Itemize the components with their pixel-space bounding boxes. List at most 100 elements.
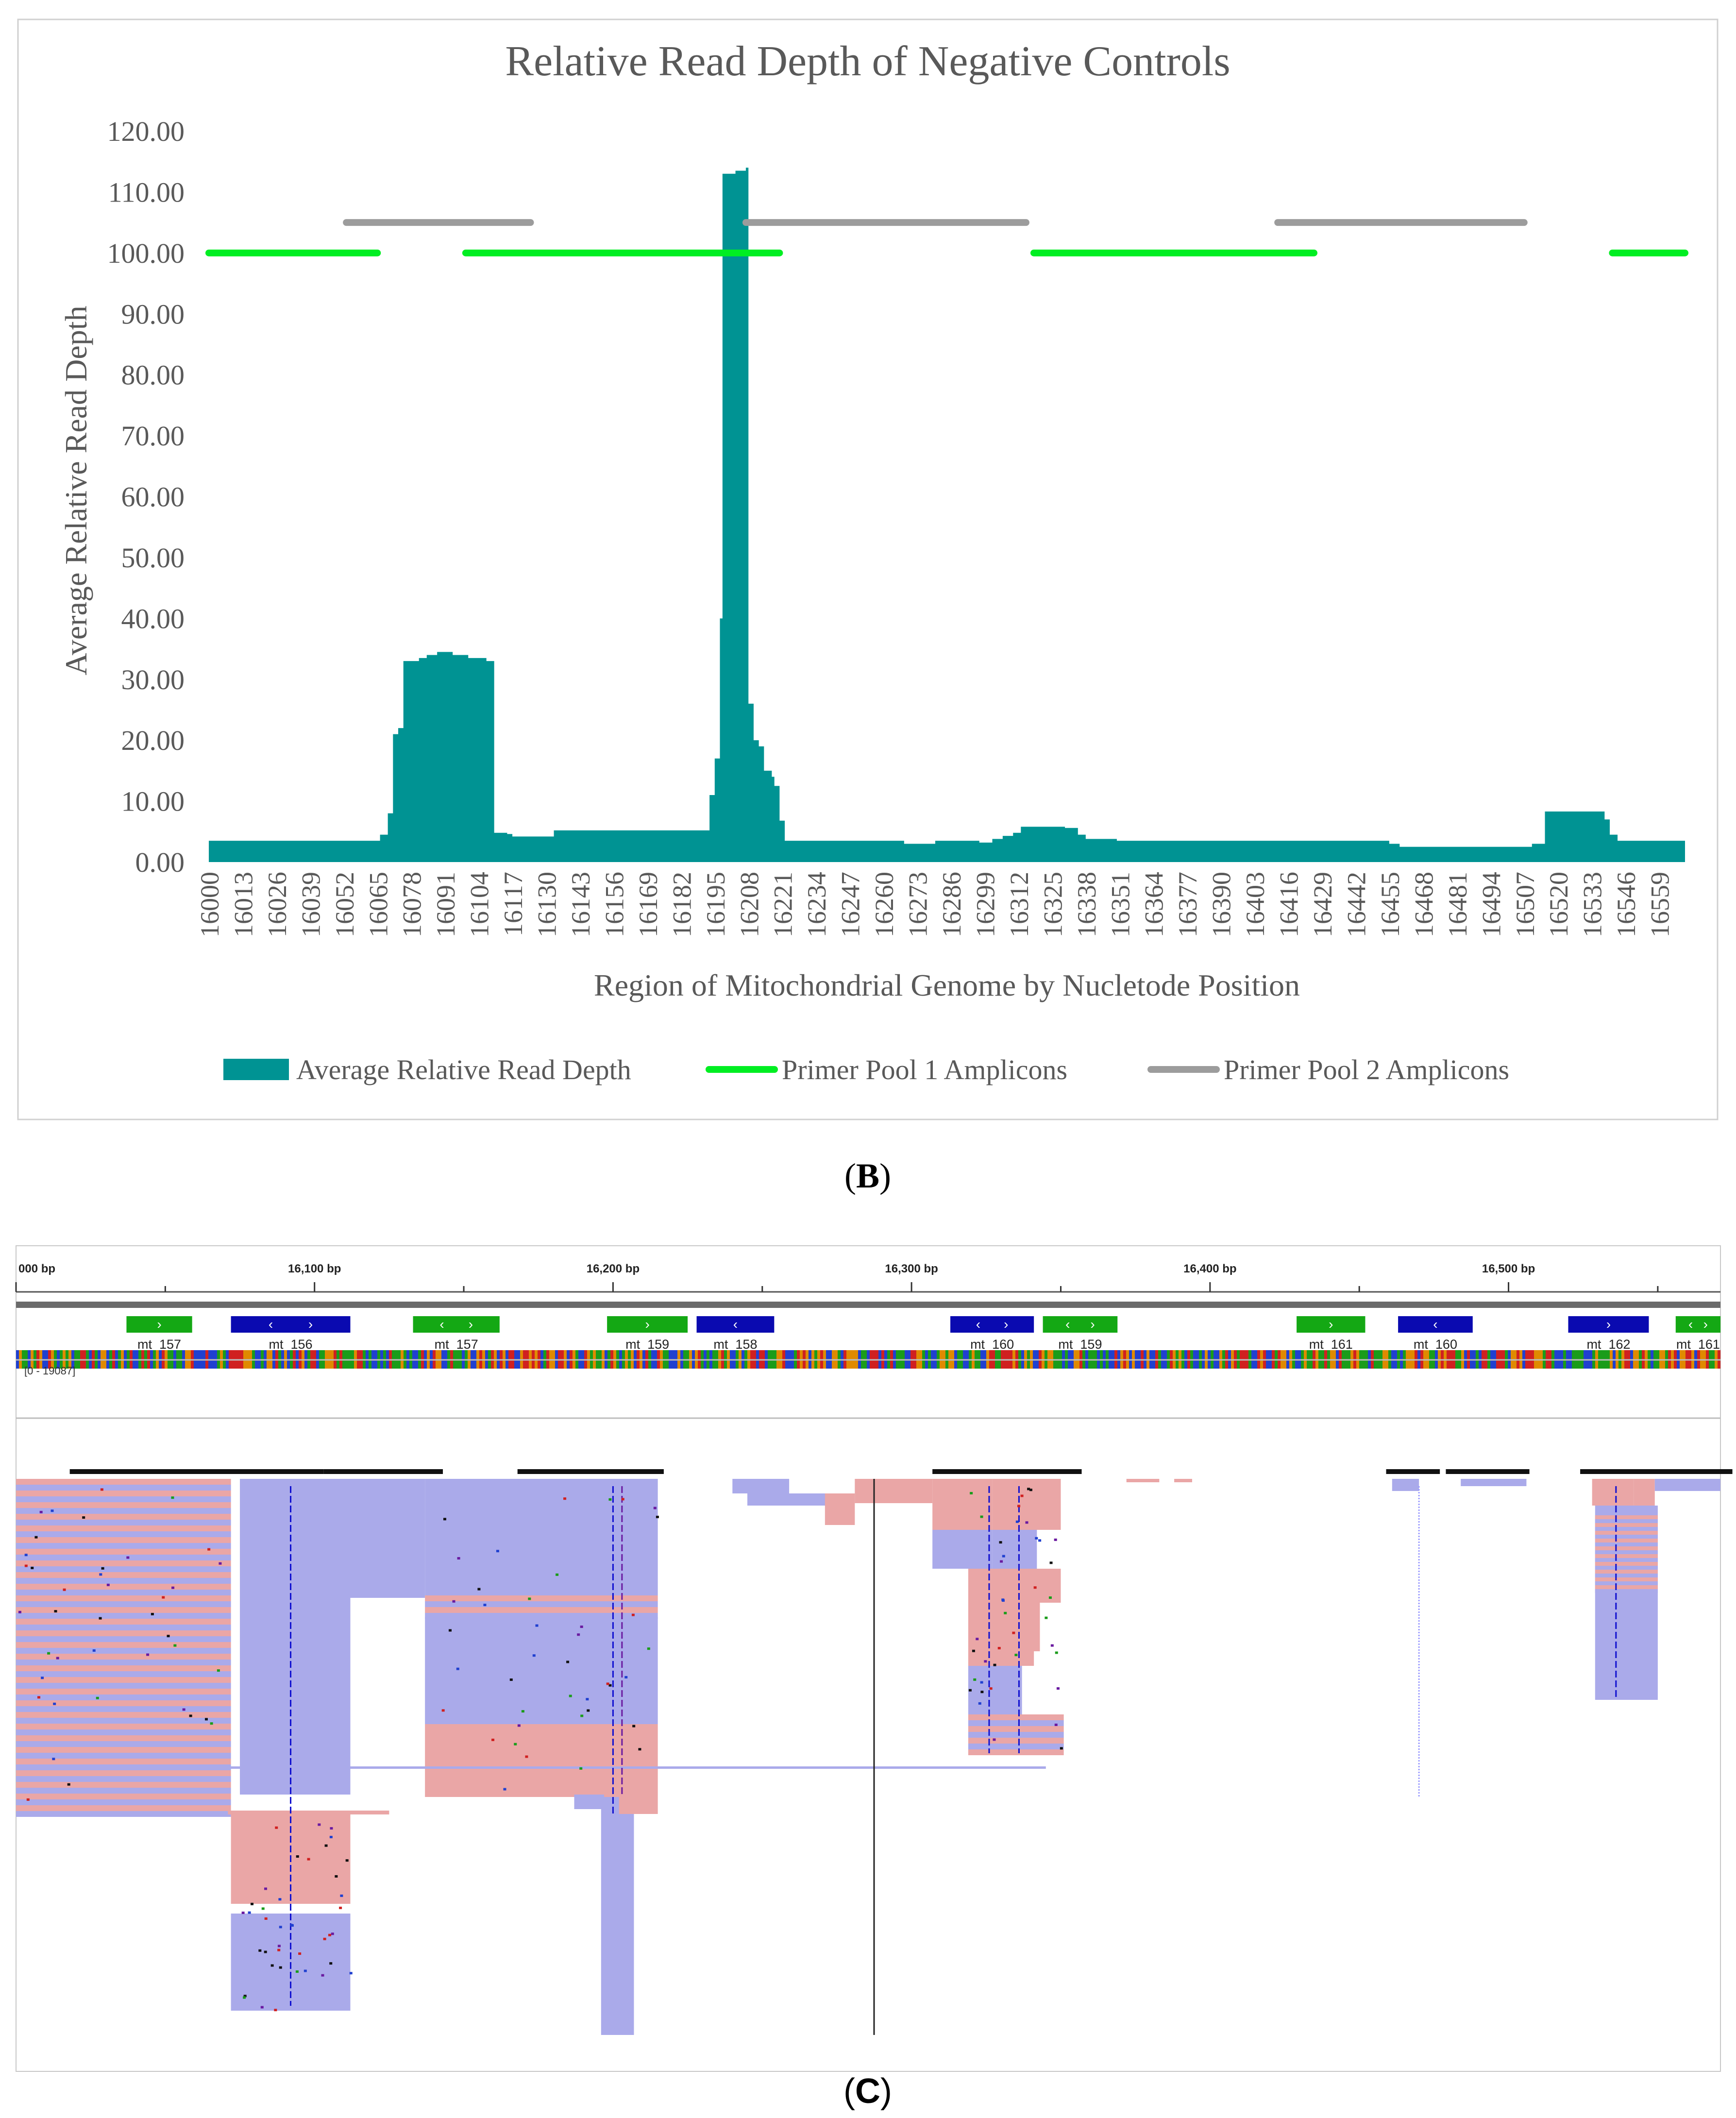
read[interactable] <box>16 1782 231 1788</box>
read-block[interactable] <box>968 1569 1061 1603</box>
read[interactable] <box>16 1794 231 1799</box>
read[interactable] <box>16 1759 231 1764</box>
amplicon-feature[interactable]: ‹ › mt_156 <box>231 1316 351 1352</box>
read[interactable] <box>1595 1558 1658 1562</box>
amplicon-box[interactable] <box>1675 1316 1720 1333</box>
read[interactable] <box>16 1753 231 1759</box>
amplicon-box[interactable] <box>1568 1316 1649 1333</box>
amplicon-feature[interactable]: ‹ › mt_159 <box>1043 1316 1118 1352</box>
amplicon-feature[interactable]: ‹ › mt_160 <box>950 1316 1034 1352</box>
read[interactable] <box>1595 1535 1658 1539</box>
read[interactable] <box>16 1689 231 1694</box>
read-block[interactable] <box>1461 1479 1527 1486</box>
read[interactable] <box>1595 1531 1658 1535</box>
read-block[interactable] <box>968 1666 1022 1714</box>
read[interactable] <box>968 1732 1064 1738</box>
read-block[interactable] <box>1126 1479 1160 1482</box>
read[interactable] <box>16 1694 231 1700</box>
read[interactable] <box>16 1566 231 1572</box>
read[interactable] <box>16 1514 231 1520</box>
read-block[interactable] <box>1634 1479 1655 1506</box>
read[interactable] <box>16 1677 231 1683</box>
read[interactable] <box>16 1811 231 1817</box>
read[interactable] <box>16 1648 231 1654</box>
read[interactable] <box>16 1543 231 1549</box>
read[interactable] <box>425 1595 658 1601</box>
read[interactable] <box>16 1660 231 1665</box>
read[interactable] <box>16 1683 231 1689</box>
read[interactable] <box>1595 1527 1658 1531</box>
read[interactable] <box>1595 1577 1658 1581</box>
amplicon-box[interactable] <box>950 1316 1034 1333</box>
amplicon-box[interactable] <box>1398 1316 1473 1333</box>
read[interactable] <box>16 1496 231 1502</box>
amplicon-box[interactable] <box>1297 1316 1365 1333</box>
read[interactable] <box>16 1671 231 1677</box>
read[interactable] <box>1595 1574 1658 1577</box>
read-block[interactable] <box>1392 1479 1419 1491</box>
read[interactable] <box>1595 1515 1658 1519</box>
read[interactable] <box>968 1714 1064 1720</box>
read-block[interactable] <box>425 1479 658 1595</box>
read[interactable] <box>16 1572 231 1578</box>
amplicon-feature[interactable]: ‹ › mt_161 <box>1675 1316 1720 1352</box>
read-block[interactable] <box>1592 1479 1634 1506</box>
read[interactable] <box>16 1630 231 1636</box>
read[interactable] <box>968 1749 1064 1755</box>
read[interactable] <box>16 1741 231 1747</box>
read[interactable] <box>16 1590 231 1595</box>
read[interactable] <box>1595 1519 1658 1523</box>
read-block[interactable] <box>968 1651 1034 1666</box>
read-block[interactable] <box>1174 1479 1192 1482</box>
read[interactable] <box>16 1712 231 1718</box>
read[interactable] <box>16 1724 231 1729</box>
amplicon-box[interactable] <box>696 1316 775 1333</box>
read[interactable] <box>1595 1554 1658 1558</box>
read-block[interactable] <box>574 1795 604 1809</box>
read[interactable] <box>1595 1589 1658 1593</box>
read[interactable] <box>16 1735 231 1741</box>
read[interactable] <box>16 1729 231 1735</box>
read-block[interactable] <box>601 1797 634 2035</box>
read[interactable] <box>16 1578 231 1584</box>
read-block[interactable] <box>425 1748 658 1797</box>
read[interactable] <box>1595 1562 1658 1566</box>
read[interactable] <box>16 1747 231 1753</box>
read[interactable] <box>16 1770 231 1776</box>
read[interactable] <box>16 1776 231 1782</box>
read[interactable] <box>16 1479 231 1485</box>
read-block[interactable] <box>350 1479 425 1598</box>
amplicon-feature[interactable]: › mt_157 <box>126 1316 192 1352</box>
read[interactable] <box>16 1508 231 1514</box>
read[interactable] <box>968 1738 1064 1744</box>
read[interactable] <box>16 1654 231 1660</box>
read-block[interactable] <box>732 1479 790 1493</box>
amplicon-feature[interactable]: › mt_161 <box>1297 1316 1365 1352</box>
read[interactable] <box>1595 1542 1658 1546</box>
read-block[interactable] <box>425 1617 658 1724</box>
read[interactable] <box>16 1485 231 1491</box>
read[interactable] <box>16 1555 231 1560</box>
amplicon-feature[interactable]: › mt_162 <box>1568 1316 1649 1352</box>
read[interactable] <box>1595 1566 1658 1570</box>
read-block[interactable] <box>992 1530 1037 1569</box>
read[interactable] <box>16 1491 231 1496</box>
read-block[interactable] <box>425 1724 658 1748</box>
amplicon-feature[interactable]: ‹ mt_158 <box>696 1316 775 1352</box>
read[interactable] <box>1595 1523 1658 1527</box>
read-block[interactable] <box>747 1493 828 1506</box>
amplicon-box[interactable] <box>126 1316 192 1333</box>
read[interactable] <box>968 1744 1064 1749</box>
amplicon-feature[interactable]: ‹ mt_160 <box>1398 1316 1473 1352</box>
amplicon-box[interactable] <box>1043 1316 1118 1333</box>
read[interactable] <box>16 1718 231 1724</box>
read[interactable] <box>1595 1581 1658 1585</box>
read-block[interactable] <box>1654 1479 1720 1491</box>
read[interactable] <box>16 1502 231 1508</box>
read[interactable] <box>16 1525 231 1531</box>
amplicon-box[interactable] <box>231 1316 351 1333</box>
read[interactable] <box>16 1805 231 1811</box>
read[interactable] <box>1595 1570 1658 1574</box>
amplicon-feature[interactable]: › mt_159 <box>607 1316 688 1352</box>
amplicon-feature[interactable]: ‹ › mt_157 <box>413 1316 500 1352</box>
